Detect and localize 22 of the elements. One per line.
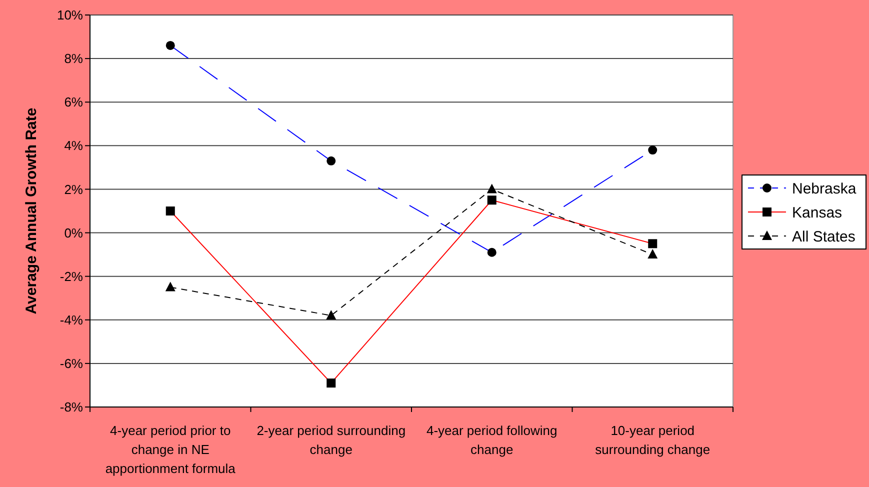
y-tick-label: 0% bbox=[64, 225, 84, 240]
legend-label: Nebraska bbox=[792, 180, 857, 198]
x-tick-label: 2-year period surrounding change bbox=[256, 423, 406, 457]
x-tick-label: 4-year period prior to change in NE apportionment formula bbox=[105, 423, 236, 476]
y-axis-title: Average Annual Growth Rate bbox=[23, 108, 40, 314]
y-tick-label: -4% bbox=[60, 312, 84, 328]
y-tick-label: -8% bbox=[60, 400, 84, 415]
y-tick-label: 8% bbox=[64, 51, 84, 66]
legend-label: All States bbox=[792, 228, 856, 246]
y-tick-label: 6% bbox=[64, 94, 84, 110]
point bbox=[326, 310, 336, 320]
y-tick-label: 4% bbox=[64, 138, 84, 154]
x-tick-label: 10-year period surrounding change bbox=[595, 423, 710, 457]
point bbox=[486, 184, 497, 194]
y-tick-label: -6% bbox=[60, 356, 84, 371]
y-tick-label: -2% bbox=[60, 268, 84, 284]
x-tick-label: 4-year period following change bbox=[426, 423, 558, 457]
legend-label: Kansas bbox=[792, 204, 842, 222]
point bbox=[165, 282, 176, 292]
y-tick-label: 10% bbox=[56, 8, 84, 23]
point bbox=[648, 249, 658, 259]
y-tick-label: 2% bbox=[64, 182, 84, 197]
